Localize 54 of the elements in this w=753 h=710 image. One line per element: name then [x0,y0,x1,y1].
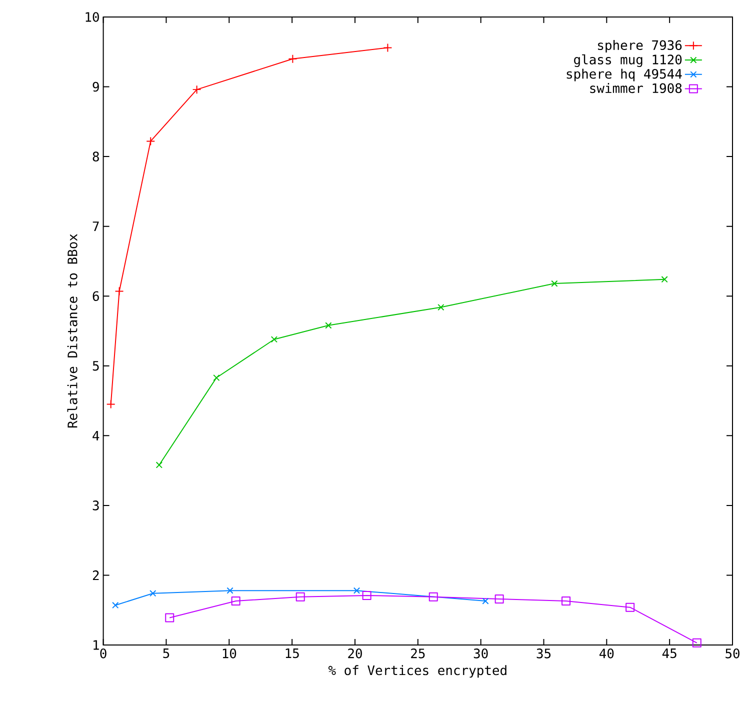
x-tick-label: 15 [286,648,299,658]
point [156,462,162,468]
x-tick-label: 50 [726,648,740,658]
point [146,136,156,146]
point [112,602,119,609]
point [383,43,392,52]
legend-label: swimmer 1908 [590,83,682,94]
x-tick-label: 10 [222,648,236,658]
point [626,602,635,612]
x-tick-label: 5 [163,648,170,658]
legend-label: glass mug 1120 [574,54,682,68]
x-axis-title: % of Vertices encrypted [328,665,506,678]
x-tick-label: 40 [600,648,614,658]
x-tick-label: 25 [411,648,425,658]
point [562,596,571,606]
y-axis-title: Relative Distance to BBox [67,234,78,428]
y-tick-label: 2 [92,570,99,580]
y-tick-label: 6 [92,291,99,302]
x-tick-label: 0 [100,648,106,658]
point [438,304,444,311]
y-tick-label: 8 [92,152,99,162]
point [353,587,360,594]
y-tick-label: 7 [92,222,99,232]
point [692,638,702,648]
point [150,590,156,597]
x-tick-label: 20 [348,648,362,658]
point [165,613,174,622]
point [226,587,234,594]
y-tick-label: 5 [92,361,99,371]
x-tick-label: 30 [474,648,488,658]
point [482,598,489,604]
y-tick-label: 1 [94,640,99,650]
point [296,592,305,602]
x-tick-label: 35 [536,648,551,658]
y-tick-label: 9 [92,82,99,92]
point [428,592,438,602]
y-tick-label: 10 [86,12,99,22]
point [325,322,332,329]
y-tick-label: 3 [92,500,99,510]
point [288,54,298,64]
x-tick-label: 45 [662,648,676,658]
point [494,594,504,604]
point [192,85,202,94]
point [270,336,278,343]
point [114,286,124,296]
point [106,400,116,409]
y-tick-label: 4 [92,430,100,440]
point [231,596,240,606]
point [213,374,220,382]
legend-label: sphere hq 49544 [566,68,682,82]
point [551,280,558,287]
legend-label: sphere 7936 [598,40,682,53]
point [661,276,668,283]
point [362,590,372,600]
